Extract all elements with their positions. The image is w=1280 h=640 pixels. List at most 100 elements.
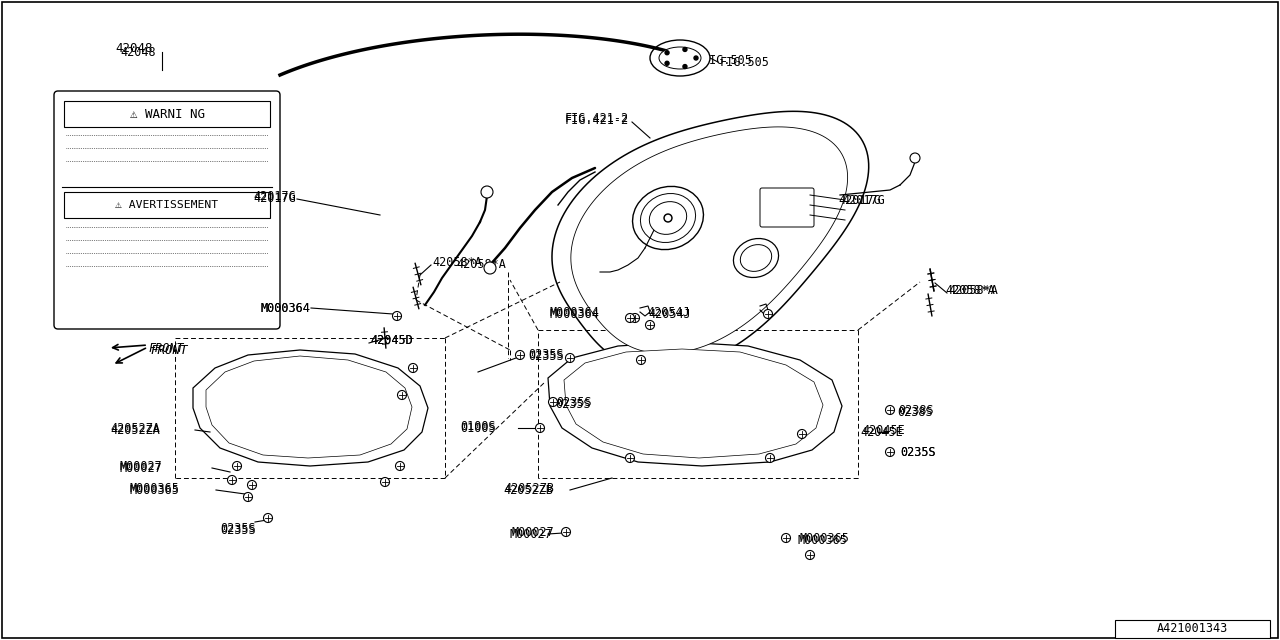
Circle shape [247, 481, 256, 490]
Polygon shape [206, 356, 412, 458]
Text: FIG.421-2: FIG.421-2 [564, 111, 630, 125]
Text: M000364: M000364 [260, 303, 310, 316]
Text: 42054J: 42054J [648, 307, 691, 321]
Text: 42017G: 42017G [253, 189, 296, 202]
Text: 42017G: 42017G [838, 193, 881, 207]
Text: 42058*A: 42058*A [433, 255, 481, 269]
Circle shape [233, 461, 242, 470]
Polygon shape [193, 350, 428, 466]
Text: 42052ZA: 42052ZA [110, 424, 160, 436]
Text: 42058*A: 42058*A [948, 284, 998, 296]
Text: M000364: M000364 [550, 307, 600, 321]
Text: M000365: M000365 [131, 481, 180, 495]
Circle shape [626, 314, 635, 323]
Text: 42054J: 42054J [646, 307, 690, 319]
Circle shape [484, 262, 497, 274]
Circle shape [763, 310, 773, 319]
Circle shape [684, 47, 687, 51]
Text: ⚠ AVERTISSEMENT: ⚠ AVERTISSEMENT [115, 200, 219, 210]
Text: M000365: M000365 [797, 534, 847, 547]
Circle shape [631, 314, 640, 323]
Text: M00027: M00027 [120, 460, 163, 472]
Circle shape [805, 550, 814, 559]
Text: 42017G: 42017G [842, 193, 884, 207]
Circle shape [396, 461, 404, 470]
Circle shape [562, 527, 571, 536]
Polygon shape [564, 349, 823, 458]
Ellipse shape [632, 186, 704, 250]
Circle shape [535, 424, 544, 433]
Text: FIG.505: FIG.505 [719, 56, 769, 68]
Circle shape [264, 513, 273, 522]
Ellipse shape [659, 47, 701, 69]
Circle shape [886, 447, 895, 456]
Text: 0100S: 0100S [460, 419, 495, 433]
Circle shape [694, 56, 698, 60]
Text: 0238S: 0238S [897, 406, 933, 419]
Circle shape [886, 406, 895, 415]
Ellipse shape [740, 244, 772, 271]
Text: 0235S: 0235S [220, 524, 256, 536]
Text: M000364: M000364 [549, 307, 599, 319]
Circle shape [910, 153, 920, 163]
Text: M000364: M000364 [260, 301, 310, 314]
Bar [64, 192, 270, 218]
Circle shape [666, 216, 671, 221]
Circle shape [765, 454, 774, 463]
Text: 0100S: 0100S [460, 422, 495, 435]
Circle shape [228, 476, 237, 484]
Text: FIG.505: FIG.505 [703, 54, 753, 67]
Bar [64, 101, 270, 127]
Text: 42048: 42048 [120, 45, 156, 58]
Polygon shape [552, 111, 869, 370]
Text: 0235S: 0235S [556, 397, 590, 410]
Circle shape [243, 493, 252, 502]
Text: FRONT: FRONT [148, 342, 183, 355]
Ellipse shape [640, 193, 695, 243]
Circle shape [626, 454, 635, 463]
Text: 0235S: 0235S [529, 348, 563, 360]
Text: M00027: M00027 [512, 527, 554, 540]
Text: M000365: M000365 [800, 531, 850, 545]
Text: 42058*A: 42058*A [945, 284, 995, 296]
Text: 42058*A: 42058*A [456, 257, 506, 271]
Text: 0235S: 0235S [900, 445, 936, 458]
Circle shape [684, 65, 687, 68]
Text: 42048: 42048 [115, 42, 152, 54]
FancyBboxPatch shape [760, 188, 814, 227]
Circle shape [664, 214, 672, 222]
Text: M00027: M00027 [120, 461, 163, 474]
Circle shape [566, 353, 575, 362]
Circle shape [666, 61, 669, 65]
Circle shape [380, 477, 389, 486]
Circle shape [408, 364, 417, 372]
Text: M000365: M000365 [131, 483, 180, 497]
Text: 42045E: 42045E [861, 424, 905, 436]
Circle shape [481, 186, 493, 198]
Text: 0238S: 0238S [899, 403, 933, 417]
Circle shape [645, 321, 654, 330]
Circle shape [393, 312, 402, 321]
Ellipse shape [650, 40, 710, 76]
Text: 42052ZB: 42052ZB [504, 481, 554, 495]
Text: 42052ZB: 42052ZB [503, 483, 553, 497]
Bar [1115, 620, 1270, 638]
Text: 42045D: 42045D [370, 333, 412, 346]
Text: 0235S: 0235S [900, 445, 936, 458]
Circle shape [636, 355, 645, 365]
Circle shape [516, 351, 525, 360]
Ellipse shape [733, 239, 778, 278]
Ellipse shape [649, 202, 686, 234]
Text: FIG.421-2: FIG.421-2 [564, 113, 630, 127]
Text: 42017G: 42017G [253, 193, 296, 205]
Text: ⚠ WARNI NG: ⚠ WARNI NG [129, 108, 205, 120]
Circle shape [666, 51, 669, 54]
Text: 42045E: 42045E [860, 426, 902, 438]
Circle shape [782, 534, 791, 543]
Text: FRONT: FRONT [150, 344, 187, 356]
Circle shape [398, 390, 407, 399]
Text: A421001343: A421001343 [1156, 623, 1228, 636]
Text: 0235S: 0235S [529, 349, 563, 362]
Text: 0235S: 0235S [220, 522, 256, 534]
Text: 42045D: 42045D [370, 333, 412, 346]
